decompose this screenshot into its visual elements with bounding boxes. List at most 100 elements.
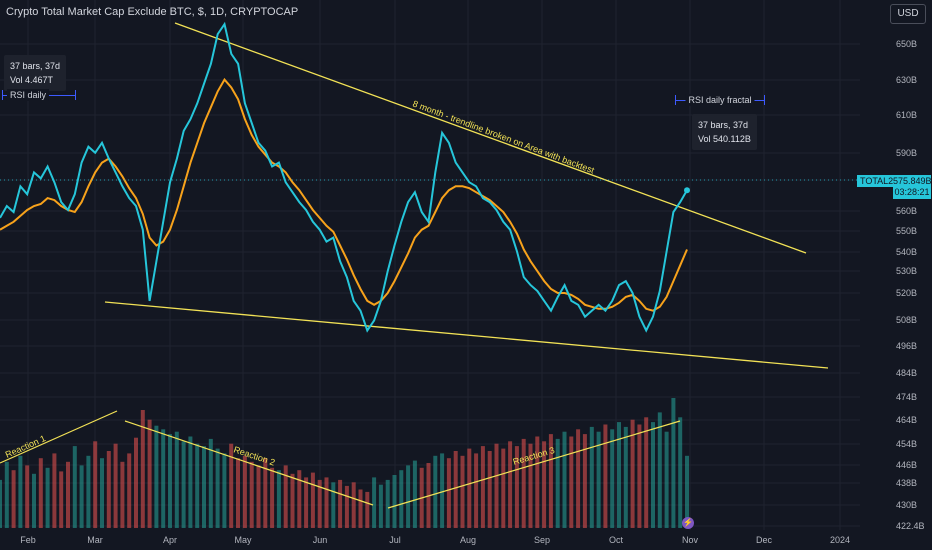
volume-bar: [453, 451, 458, 528]
volume-bar: [514, 446, 519, 528]
volume-bar: [617, 422, 621, 528]
rsi-daily-range-cap-left: [2, 90, 3, 100]
time-axis-tick: Apr: [162, 535, 178, 545]
volume-bar: [222, 453, 227, 528]
reaction-3-line[interactable]: [387, 420, 681, 509]
measure-box-right[interactable]: 37 bars, 37d Vol 540.112B: [692, 114, 757, 150]
measure-box-left-vol: Vol 4.467T: [10, 75, 54, 85]
volume-bar: [344, 485, 349, 528]
time-axis-tick: Oct: [608, 535, 624, 545]
price-axis-tick: 454B: [896, 439, 918, 449]
volume-bar: [372, 477, 377, 528]
volume-bar: [45, 467, 50, 528]
volume-bar: [664, 431, 669, 528]
measure-box-left-bars: 37 bars, 37d: [10, 61, 61, 71]
price-axis-tick: 484B: [896, 368, 918, 378]
volume-bar: [242, 455, 247, 528]
volume-bar: [324, 477, 329, 528]
volume-bar: [154, 425, 159, 528]
volume-bar: [202, 446, 206, 528]
volume-bar: [11, 470, 16, 528]
bar-countdown: 03:28:21: [894, 187, 930, 197]
volume-bar: [79, 465, 84, 528]
volume-bar: [678, 417, 683, 528]
rsi-fractal-label: RSI daily fractal: [685, 94, 755, 106]
reaction-2-line[interactable]: [124, 420, 374, 506]
time-axis[interactable]: Feb Mar Apr May Jun Jul Aug Sep Oct Nov Dec 2024: [0, 530, 860, 550]
price-axis-tick: 446B: [896, 460, 918, 470]
volume-bar: [32, 473, 36, 528]
price-axis-tick: 650B: [896, 39, 918, 49]
last-price-symbol-tag: TOTAL2: [857, 175, 897, 187]
volume-bar: [399, 470, 404, 528]
volume-bar: [249, 461, 254, 528]
price-axis-tick: 496B: [896, 341, 918, 351]
volume-bar: [412, 460, 417, 528]
time-axis-tick: Nov: [681, 535, 699, 545]
trendline-label: 8 month - trendline broken on Area with …: [411, 99, 596, 176]
volume-bar: [188, 436, 193, 528]
rsi-fractal-range-cap-right: [764, 95, 765, 105]
volume-bar: [521, 438, 526, 528]
chart-pane[interactable]: 8 month - trendline broken on Area with …: [0, 0, 860, 530]
volume-bar: [283, 465, 288, 528]
volume-bar: [263, 458, 268, 528]
volume-bar: [229, 443, 234, 528]
volume-bar: [18, 455, 23, 528]
volume-bar: [331, 482, 336, 528]
price-axis-tick: 422.4B: [896, 521, 925, 531]
volume-bar: [4, 461, 9, 528]
volume-bar: [392, 475, 397, 528]
rsi-daily-range[interactable]: RSI daily: [2, 89, 76, 101]
time-axis-tick: 2024: [829, 535, 851, 545]
volume-bar: [0, 479, 2, 528]
volume-bar: [644, 417, 649, 528]
price-axis-tick: 438B: [896, 478, 918, 488]
measure-box-left[interactable]: 37 bars, 37d Vol 4.467T: [4, 55, 67, 91]
volume-bar: [297, 470, 302, 528]
volume-bar: [208, 438, 213, 528]
volume-bar: [562, 431, 567, 528]
last-price-dot: [684, 187, 690, 194]
trendline-lower[interactable]: [104, 301, 829, 369]
volume-bar: [338, 479, 343, 528]
price-axis-tick: 630B: [896, 75, 918, 85]
chart-title: Crypto Total Market Cap Exclude BTC, $, …: [6, 6, 299, 18]
rsi-fractal-range[interactable]: RSI daily fractal: [675, 94, 765, 106]
volume-bar: [100, 458, 104, 528]
volume-bar: [433, 455, 438, 528]
price-chart[interactable]: 8 month - trendline broken on Area with …: [0, 0, 860, 530]
reaction-1-line[interactable]: [0, 410, 118, 464]
volume-bar: [548, 434, 553, 528]
volume-bar: [378, 484, 383, 528]
last-price-box: 575.849B 03:28:21: [893, 175, 932, 199]
time-axis-tick: Feb: [20, 535, 36, 545]
volume-bar: [52, 453, 57, 528]
volume-bar: [535, 436, 540, 528]
volume-bars: [0, 398, 689, 528]
volume-bar: [270, 467, 275, 528]
volume-bar: [555, 438, 560, 528]
price-axis[interactable]: 650B630B610B590B570B560B550B540B530B520B…: [860, 0, 932, 531]
volume-bar: [358, 489, 363, 528]
trendline-upper[interactable]: [174, 22, 807, 254]
price-axis-tick: 430B: [896, 500, 918, 510]
reaction-1-label: Reaction 1: [4, 433, 47, 460]
grid: [0, 0, 860, 530]
volume-bar: [440, 453, 445, 528]
volume-bar: [140, 410, 145, 528]
currency-selector[interactable]: USD: [890, 4, 926, 24]
volume-bar: [147, 419, 152, 528]
time-axis-tick: Mar: [87, 535, 103, 545]
volume-bar: [623, 426, 628, 528]
volume-bar: [72, 446, 77, 528]
volume-bar: [181, 441, 186, 528]
volume-bar: [113, 443, 118, 528]
lightning-icon[interactable]: ⚡: [682, 517, 694, 529]
volume-bar: [446, 458, 451, 528]
time-axis-tick: Aug: [459, 535, 477, 545]
volume-bar: [637, 424, 642, 528]
volume-bar: [474, 453, 479, 528]
price-axis-tick: 464B: [896, 415, 918, 425]
volume-bar: [317, 479, 322, 528]
